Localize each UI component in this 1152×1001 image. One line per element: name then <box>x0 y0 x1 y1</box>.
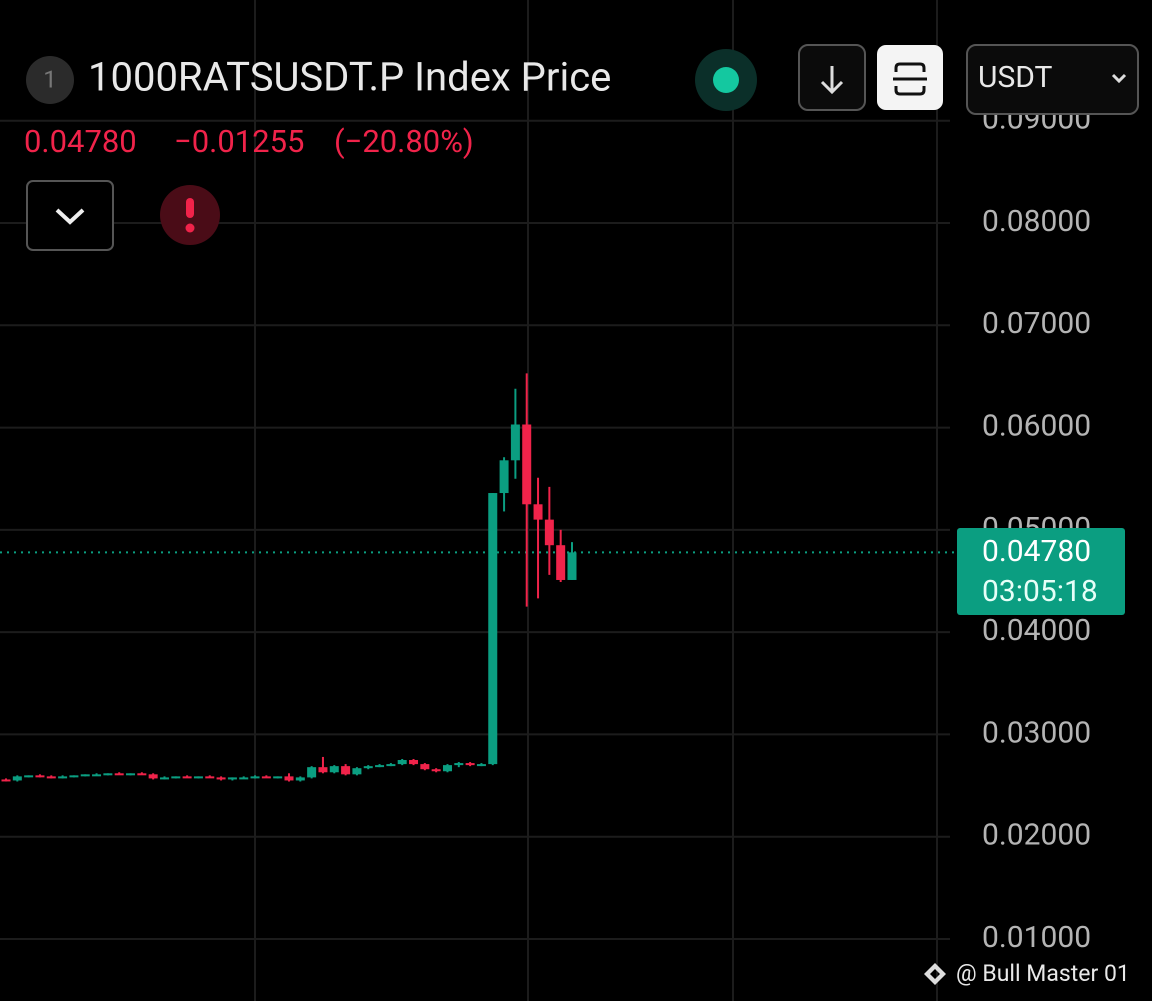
candle-body <box>510 424 520 461</box>
candle-body <box>409 760 419 765</box>
candle-body <box>284 776 294 781</box>
fullscreen-icon <box>893 62 927 96</box>
select-frame[interactable] <box>966 44 1139 115</box>
y-tick-label: 0.02000 <box>982 818 1091 853</box>
collapse-button[interactable] <box>26 180 114 251</box>
candle-body <box>1 779 11 782</box>
chevron-icon <box>1111 73 1127 84</box>
candle-body <box>114 773 124 776</box>
alert-dot <box>185 223 195 233</box>
candle-body <box>261 776 271 779</box>
candle-body <box>182 776 192 779</box>
price-change: −0.01255 <box>174 123 304 160</box>
download-icon <box>820 66 844 95</box>
currency-text: USDT <box>978 60 1053 95</box>
last-price: 0.04780 <box>24 123 137 160</box>
candle-body <box>227 777 237 780</box>
candle-body <box>363 766 373 769</box>
candle-body <box>375 765 385 768</box>
y-tick-label: 0.04000 <box>982 613 1091 648</box>
currency-select[interactable]: USDT <box>966 44 1139 115</box>
candle-body <box>69 775 79 778</box>
candle-body <box>80 774 90 777</box>
candle-body <box>454 763 464 766</box>
download-button[interactable] <box>798 44 866 111</box>
fullscreen-button[interactable] <box>877 45 943 110</box>
candle-body <box>92 774 102 777</box>
candle-body <box>522 424 532 505</box>
button-frame[interactable] <box>26 180 114 251</box>
candle-body <box>35 775 45 778</box>
candle-body <box>499 460 509 494</box>
candle-body <box>216 777 226 780</box>
alert-button[interactable] <box>160 185 220 245</box>
watermark: @ Bull Master 01 <box>924 960 1130 987</box>
status-dot <box>713 67 739 93</box>
candle-body <box>533 504 543 520</box>
candle-body <box>431 769 441 772</box>
candle-body <box>476 764 486 767</box>
candle-body <box>386 764 396 767</box>
y-tick-label: 0.07000 <box>982 306 1091 341</box>
candle-body <box>12 776 22 781</box>
price-tag: 0.04780 03:05:18 <box>957 528 1125 615</box>
y-tick-label: 0.01000 <box>982 920 1091 955</box>
watermark-text: @ Bull Master 01 <box>956 960 1130 987</box>
alert-mark <box>186 198 194 218</box>
candle-body <box>103 773 113 776</box>
candle-body <box>205 776 215 779</box>
candle-body <box>295 777 305 781</box>
candle-body <box>544 519 554 546</box>
candles <box>1 373 577 782</box>
y-tick-label: 0.03000 <box>982 715 1091 750</box>
candle-body <box>341 766 351 775</box>
badge <box>26 56 74 104</box>
candle-body <box>137 773 147 776</box>
y-tick-label: 0.06000 <box>982 408 1091 443</box>
time-grid <box>254 0 938 1001</box>
candle-body <box>318 767 328 773</box>
candle-body <box>24 775 34 778</box>
chart-title: 1000RATSUSDT.P Index Price <box>88 54 611 101</box>
candle-body <box>465 763 475 766</box>
candle-body <box>567 552 577 580</box>
header: 1 1000RATSUSDT.P Index Price USDT 0.0478… <box>24 44 1139 251</box>
candle-body <box>397 760 407 765</box>
candle-body <box>250 776 260 779</box>
candle-body <box>159 777 169 780</box>
chevron-icon <box>55 208 85 225</box>
countdown: 03:05:18 <box>982 574 1098 609</box>
candle-body <box>239 777 249 780</box>
candle-body <box>193 776 203 779</box>
price-axis: 0.010000.020000.030000.040000.050000.060… <box>982 102 1091 955</box>
watermark-logo <box>924 963 946 985</box>
candle-body <box>556 545 566 580</box>
candle-body <box>273 776 283 779</box>
candle-body <box>171 776 181 779</box>
candle-body <box>488 493 498 765</box>
candle-body <box>420 764 430 770</box>
price-tag-value: 0.04780 <box>982 534 1091 569</box>
candle-body <box>58 776 68 779</box>
candle-body <box>46 776 56 779</box>
candle-body <box>148 774 158 779</box>
y-tick-label: 0.08000 <box>982 204 1091 239</box>
grid <box>0 119 950 941</box>
candle-body <box>329 766 339 773</box>
candle-body <box>307 767 317 778</box>
price-change-pct: (−20.80%) <box>334 123 474 160</box>
price-tag-box <box>957 528 1125 615</box>
candle-body <box>126 773 136 776</box>
badge-text: 1 <box>43 65 57 93</box>
candle-body <box>442 765 452 772</box>
candle-body <box>352 768 362 775</box>
